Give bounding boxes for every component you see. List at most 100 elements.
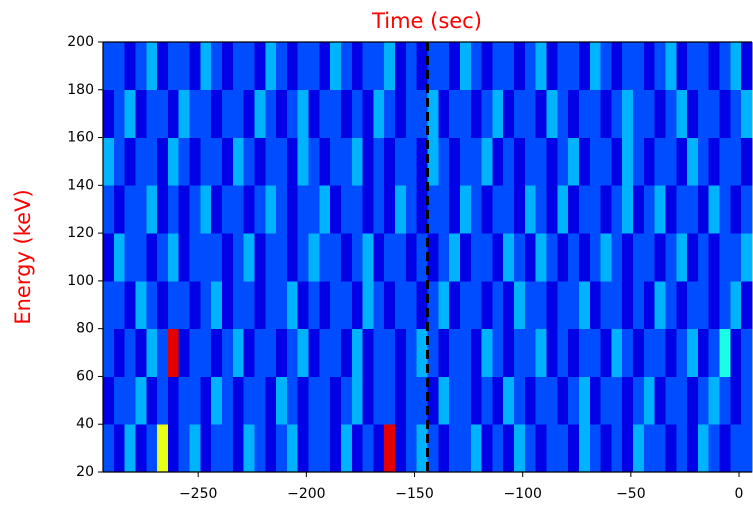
- heat-cell: [395, 376, 407, 425]
- heat-cell: [438, 328, 450, 377]
- heat-cell: [687, 89, 699, 138]
- heat-cell: [557, 185, 569, 234]
- heat-cell: [416, 185, 428, 234]
- heat-cell: [535, 137, 547, 186]
- y-tick-label: 80: [76, 321, 94, 337]
- heat-cell: [308, 280, 320, 330]
- y-tick-label: 200: [67, 34, 94, 50]
- heat-cell: [589, 233, 601, 282]
- heat-cell: [232, 376, 245, 425]
- heat-cell: [578, 424, 591, 473]
- heat-cell: [535, 185, 547, 234]
- heat-cell: [276, 137, 288, 186]
- heat-cell: [719, 328, 731, 377]
- heat-cell: [589, 42, 601, 91]
- heat-cell: [297, 137, 309, 186]
- heat-cell: [557, 42, 569, 91]
- heat-cell: [611, 280, 623, 330]
- heat-cell: [265, 328, 277, 377]
- heat-cell: [459, 280, 472, 330]
- x-tick-label: −200: [287, 486, 325, 502]
- heat-cell: [211, 42, 223, 91]
- heat-cell: [243, 89, 255, 138]
- heat-cell: [741, 328, 753, 377]
- heat-cell: [622, 42, 634, 91]
- heat-cell: [351, 280, 363, 330]
- heat-cell: [633, 424, 645, 473]
- heat-cell: [146, 185, 158, 234]
- heat-cell: [340, 280, 353, 330]
- heat-cell: [319, 89, 331, 138]
- heat-cell: [340, 328, 353, 377]
- heat-cell: [708, 185, 720, 234]
- heat-cell: [416, 233, 428, 282]
- heat-cell: [741, 42, 753, 91]
- heat-cell: [676, 137, 688, 186]
- heat-cell: [459, 376, 472, 425]
- heat-cell: [135, 185, 147, 234]
- heat-cell: [481, 233, 493, 282]
- heat-cell: [200, 280, 212, 330]
- heat-cell: [611, 42, 623, 91]
- heat-cell: [351, 185, 363, 234]
- heat-cell: [103, 185, 115, 234]
- heat-cell: [589, 424, 601, 473]
- heat-cell: [438, 280, 450, 330]
- heat-cell: [286, 233, 299, 282]
- heat-cell: [113, 328, 126, 377]
- heat-cell: [340, 89, 353, 138]
- heat-cell: [481, 42, 493, 91]
- heat-cell: [124, 376, 136, 425]
- heat-cell: [546, 137, 558, 186]
- heat-cell: [568, 328, 580, 377]
- heat-cell: [470, 376, 482, 425]
- heat-cell: [611, 424, 623, 473]
- heat-cell: [319, 376, 331, 425]
- heat-cell: [221, 42, 234, 91]
- heat-cell: [611, 89, 623, 138]
- heat-cell: [589, 137, 601, 186]
- heat-cell: [676, 328, 688, 377]
- heat-cell: [124, 137, 136, 186]
- heat-cell: [265, 89, 277, 138]
- heat-cell: [157, 233, 169, 282]
- heat-cell: [254, 185, 266, 234]
- heatmap: [103, 42, 753, 473]
- heat-cell: [514, 89, 526, 138]
- heat-cell: [481, 328, 493, 377]
- heat-cell: [438, 185, 450, 234]
- heat-cell: [232, 185, 245, 234]
- heat-cell: [211, 137, 223, 186]
- heat-cell: [730, 280, 742, 330]
- heat-cell: [459, 89, 472, 138]
- heat-cell: [157, 89, 169, 138]
- heat-cell: [135, 42, 147, 91]
- heat-cell: [373, 424, 385, 473]
- heat-cell: [189, 376, 201, 425]
- heat-cell: [362, 89, 374, 138]
- heat-cell: [665, 137, 677, 186]
- heat-cell: [189, 89, 201, 138]
- heat-cell: [221, 89, 234, 138]
- heat-cell: [200, 185, 212, 234]
- heat-cell: [254, 89, 266, 138]
- heat-cell: [708, 89, 720, 138]
- heat-cell: [687, 280, 699, 330]
- heat-cell: [708, 280, 720, 330]
- heat-cell: [189, 233, 201, 282]
- heat-cell: [254, 328, 266, 377]
- heat-cell: [427, 328, 439, 377]
- heat-cell: [395, 424, 407, 473]
- heat-cell: [395, 280, 407, 330]
- heat-cell: [514, 328, 526, 377]
- heat-cell: [481, 376, 493, 425]
- heat-cell: [643, 185, 656, 234]
- heat-cell: [459, 185, 472, 234]
- heat-cell: [178, 185, 190, 234]
- heat-cell: [568, 424, 580, 473]
- heat-cell: [373, 137, 385, 186]
- heat-cell: [568, 185, 580, 234]
- heat-cell: [687, 328, 699, 377]
- heat-cell: [503, 42, 515, 91]
- heat-cell: [232, 328, 245, 377]
